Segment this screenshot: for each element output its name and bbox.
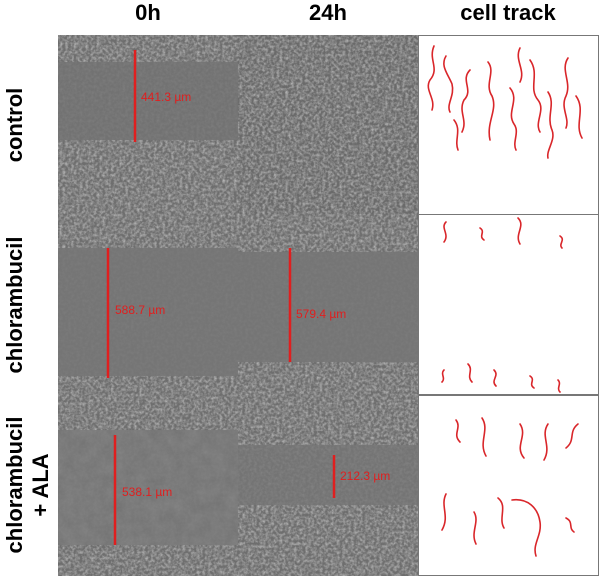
column-header: cell track: [460, 0, 556, 25]
micrograph: [238, 35, 418, 214]
micrograph: [58, 35, 238, 214]
measure-label: 441.3 µm: [141, 90, 191, 104]
measure-label: 588.7 µm: [115, 303, 165, 317]
column-header: 24h: [309, 0, 347, 25]
column-header: 0h: [135, 0, 161, 25]
row-label: control: [2, 88, 27, 163]
micrograph: [238, 214, 418, 395]
micrograph: [58, 214, 238, 395]
measure-label: 538.1 µm: [122, 485, 172, 499]
row-label: + ALA: [28, 453, 53, 516]
micrograph: [58, 395, 238, 576]
cell-tracks: [427, 45, 583, 557]
measure-label: 579.4 µm: [296, 307, 346, 321]
row-label: chlorambucil: [2, 237, 27, 374]
track-panels: [418, 35, 599, 576]
micrograph-grid: [58, 35, 418, 576]
measure-label: 212.3 µm: [340, 469, 390, 483]
row-label: chlorambucil: [2, 417, 27, 554]
micrograph: [238, 395, 418, 576]
